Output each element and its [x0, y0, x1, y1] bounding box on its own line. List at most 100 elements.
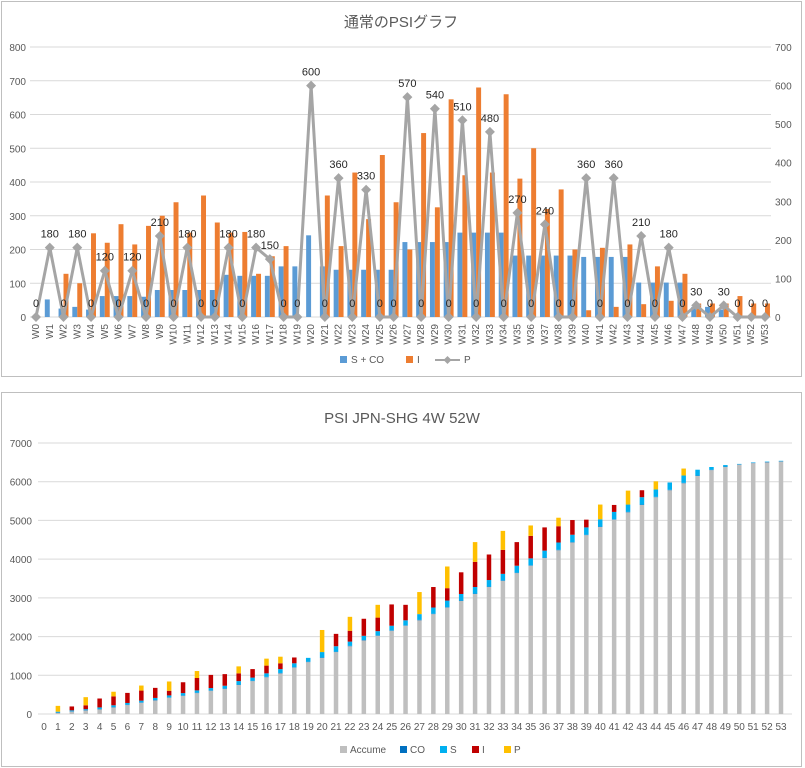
bar-accume	[222, 688, 228, 714]
bar-p	[625, 490, 631, 505]
x-tick-label: 5	[111, 722, 117, 733]
bar-i	[283, 246, 289, 317]
bar-i	[352, 172, 358, 317]
data-label-p: 480	[481, 113, 499, 125]
bar-s-co	[292, 266, 298, 317]
x-tick-label: 48	[706, 722, 718, 733]
bar-accume	[361, 640, 367, 714]
bar-accume	[111, 707, 116, 714]
accumulated-psi-chart: PSI JPN-SHG 4W 52W 0 1000 2000 3000 4000 5000 6…	[10, 410, 792, 756]
data-label-p: 0	[115, 298, 121, 310]
data-label-p: 0	[418, 298, 424, 310]
bar-i	[366, 219, 372, 317]
bar-i	[111, 696, 116, 706]
legend-swatch-s-co	[340, 356, 347, 363]
bar-s-co	[512, 255, 518, 317]
bar-i	[556, 526, 561, 543]
x-tick-label: W19	[292, 324, 303, 345]
y-tick-label: 600	[9, 111, 26, 122]
bar-s	[208, 688, 214, 691]
y-tick-label: 1000	[10, 671, 33, 682]
bar-s	[333, 646, 339, 652]
bar-s-co	[209, 290, 215, 317]
bar-i	[403, 604, 408, 621]
y-right-tick-label: 600	[775, 82, 792, 93]
data-label-p: 0	[556, 298, 562, 310]
bar-p	[597, 504, 603, 520]
data-label-p: 180	[660, 229, 678, 241]
data-label-p: 0	[198, 298, 204, 310]
marker-p	[347, 312, 358, 322]
y-tick-label: 2000	[10, 633, 33, 644]
bar-s	[69, 710, 75, 712]
bar-s	[222, 685, 228, 689]
bar-s	[166, 695, 172, 698]
marker-p	[457, 115, 468, 126]
marker-p	[223, 242, 234, 253]
bar-i	[250, 669, 255, 678]
x-tick-label: 26	[400, 722, 412, 733]
x-tick-label: 33	[497, 722, 509, 733]
bar-s-co	[457, 232, 463, 317]
bar-s-co	[636, 282, 642, 317]
bar-i	[431, 587, 436, 608]
legend-swatch-co	[400, 746, 407, 753]
legend-label-accume: Accume	[350, 745, 387, 756]
bar-s	[125, 702, 130, 705]
marker-p	[154, 231, 165, 241]
data-label-p: 0	[707, 298, 713, 310]
marker-p	[99, 265, 110, 276]
x-tick-label: W36	[526, 324, 537, 345]
bar-s	[264, 673, 269, 677]
bar-s	[472, 587, 478, 594]
bar-p	[375, 604, 380, 618]
data-label-p: 0	[679, 298, 685, 310]
bar-s	[723, 465, 728, 467]
bar-i	[152, 687, 158, 698]
bar-s	[180, 693, 186, 696]
x-tick-label: 44	[650, 722, 662, 733]
x-tick-label: 13	[219, 722, 231, 733]
marker-p	[484, 126, 495, 137]
bar-i	[125, 692, 130, 703]
line-p	[34, 85, 765, 323]
x-tick-label: 7	[139, 722, 145, 733]
bar-accume	[83, 710, 88, 714]
bar-accume	[556, 550, 561, 714]
bar-p	[556, 517, 561, 527]
bar-accume	[472, 593, 478, 714]
y-right-tick-label: 500	[775, 120, 792, 131]
x-tick-label: 46	[678, 722, 690, 733]
bar-p	[528, 525, 533, 536]
bar-i	[654, 266, 660, 317]
bar-i	[627, 244, 633, 317]
bar-accume	[194, 693, 200, 714]
y-right-tick-label: 700	[775, 43, 792, 54]
bar-i	[389, 604, 394, 626]
y-tick-label: 300	[9, 212, 26, 223]
x-tick-label: 30	[456, 722, 468, 733]
bar-accume	[417, 620, 422, 714]
x-tick-label: W5	[100, 324, 111, 339]
bar-i	[180, 682, 186, 694]
bar-i	[528, 535, 533, 559]
bar-i	[584, 519, 589, 528]
legend-swatch-p	[504, 746, 511, 753]
bar-s	[111, 705, 116, 708]
bar-accume	[55, 712, 61, 714]
bar-p	[500, 530, 506, 550]
bar-accume	[514, 573, 520, 714]
y-tick-label: 400	[9, 178, 26, 189]
data-label-p: 0	[734, 298, 740, 310]
x-tick-label: W51	[732, 324, 743, 345]
x-tick-label: 20	[317, 722, 329, 733]
bar-i	[269, 256, 275, 317]
x-tick-label: W0	[31, 324, 42, 339]
x-tick-label: W39	[567, 324, 578, 345]
marker-p	[443, 312, 454, 322]
data-label-p: 0	[569, 298, 575, 310]
legend-swatch-s	[440, 746, 447, 753]
marker-p	[209, 312, 220, 322]
x-tick-label: W17	[265, 324, 276, 345]
bar-accume	[319, 657, 325, 714]
